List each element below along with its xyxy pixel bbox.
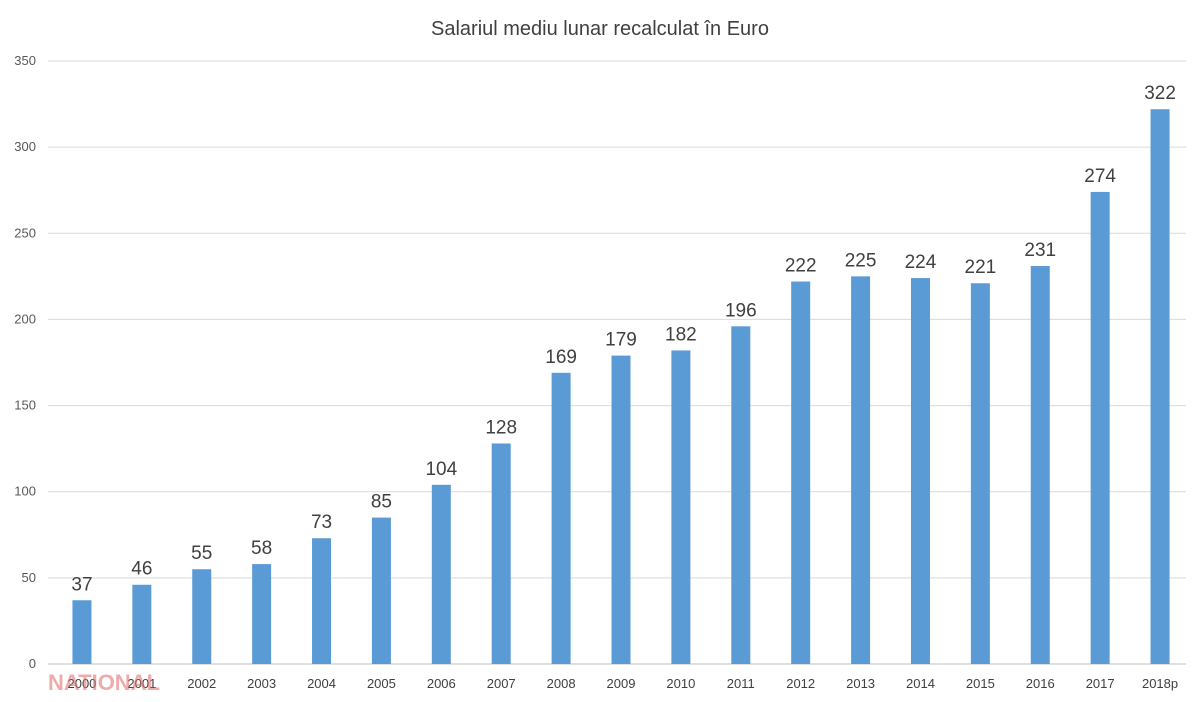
- bar: [132, 584, 152, 664]
- x-tick-label: 2012: [786, 676, 815, 691]
- bar: [1150, 109, 1170, 665]
- x-tick-label: 2018p: [1142, 676, 1178, 691]
- watermark-logo: NATIONAL: [48, 670, 160, 695]
- x-tick-label: 2015: [966, 676, 995, 691]
- data-label: 231: [1024, 240, 1056, 261]
- y-axis-ticks: 0 50 100 150 200 250 300 350: [14, 53, 36, 671]
- x-tick-label: 2016: [1026, 676, 1055, 691]
- bar: [192, 569, 212, 664]
- x-tick-label: 2007: [487, 676, 516, 691]
- x-tick-label: 2000: [67, 676, 96, 691]
- bars: [72, 109, 1170, 665]
- x-tick-label: 2008: [547, 676, 576, 691]
- chart-title: Salariul mediu lunar recalculat în Euro: [431, 18, 769, 40]
- data-label: 46: [131, 559, 152, 580]
- data-label: 222: [785, 256, 817, 277]
- data-label: 224: [905, 252, 937, 273]
- y-tick-label: 150: [14, 398, 36, 413]
- x-tick-label: 2011: [727, 676, 755, 691]
- data-label: 274: [1084, 166, 1116, 187]
- data-labels: 37 46 55 58 73 85 104 128 169 179 182 196 222 225 224 2…: [71, 83, 1176, 595]
- x-tick-label: 2006: [427, 676, 456, 691]
- x-tick-label: 2013: [846, 676, 875, 691]
- bar: [791, 281, 811, 664]
- x-tick-label: 2004: [307, 676, 336, 691]
- y-tick-label: 50: [22, 570, 36, 585]
- bar: [851, 276, 871, 664]
- data-label: 58: [251, 538, 272, 559]
- data-label: 37: [71, 574, 92, 595]
- data-label: 73: [311, 512, 332, 533]
- data-label: 179: [605, 330, 637, 351]
- bar: [731, 326, 751, 664]
- data-label: 55: [191, 543, 212, 564]
- bar: [252, 564, 272, 664]
- x-tick-label: 2002: [187, 676, 216, 691]
- data-label: 128: [485, 417, 517, 438]
- y-tick-label: 0: [29, 656, 36, 671]
- data-label: 104: [425, 459, 457, 480]
- y-tick-label: 350: [14, 53, 36, 68]
- x-tick-label: 2005: [367, 676, 396, 691]
- bar: [611, 355, 631, 664]
- bar: [671, 350, 691, 664]
- data-label: 182: [665, 324, 697, 345]
- x-tick-label: 2009: [607, 676, 636, 691]
- bar: [371, 517, 391, 664]
- x-tick-label: 2001: [127, 676, 156, 691]
- x-tick-label: 2017: [1086, 676, 1115, 691]
- bar: [1030, 266, 1050, 664]
- y-tick-label: 100: [14, 484, 36, 499]
- x-tick-label: 2010: [666, 676, 695, 691]
- y-tick-label: 300: [14, 139, 36, 154]
- data-label: 85: [371, 492, 392, 513]
- bar: [970, 283, 990, 664]
- bar: [551, 372, 571, 664]
- y-tick-label: 250: [14, 225, 36, 240]
- bar: [72, 600, 92, 664]
- bar: [910, 278, 930, 664]
- data-label: 322: [1144, 83, 1176, 104]
- data-label: 221: [965, 257, 997, 278]
- x-tick-label: 2014: [906, 676, 935, 691]
- x-axis-ticks: 2000 2001 2002 2003 2004 2005 2006 2007 2008 2009…: [67, 676, 1178, 691]
- bar: [431, 484, 451, 664]
- data-label: 225: [845, 250, 877, 271]
- bar: [491, 443, 511, 664]
- bar: [312, 538, 332, 664]
- bar: [1090, 191, 1110, 665]
- data-label: 169: [545, 347, 577, 368]
- data-label: 196: [725, 300, 757, 321]
- y-tick-label: 200: [14, 311, 36, 326]
- x-tick-label: 2003: [247, 676, 276, 691]
